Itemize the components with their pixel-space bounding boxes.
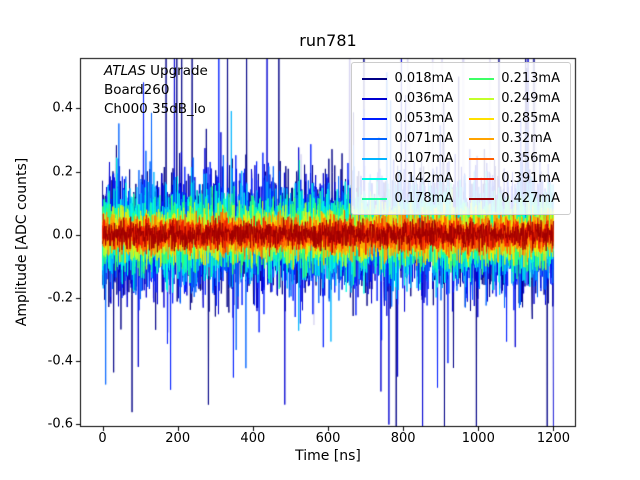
- y-tick-label: 0.0: [52, 227, 73, 243]
- legend-label: 0.071mA: [394, 131, 454, 146]
- legend-item: 0.427mA: [469, 189, 560, 208]
- plot-annotation: ATLAS Upgrade Board260 Ch000 35dB_lo: [104, 62, 208, 119]
- x-tick-label: 0: [98, 431, 107, 446]
- legend-line-swatch: [362, 177, 388, 180]
- experiment-suffix: Upgrade: [145, 63, 208, 79]
- legend-item: 0.071mA: [362, 129, 453, 148]
- x-tick-label: 200: [165, 431, 191, 446]
- y-tick-label: 0.2: [52, 164, 73, 180]
- legend-item: 0.018mA: [362, 69, 453, 88]
- legend-label: 0.356mA: [501, 151, 560, 166]
- legend-line-swatch: [469, 177, 495, 180]
- y-tick-label: 0.4: [52, 100, 73, 116]
- legend-item: 0.053mA: [362, 109, 453, 128]
- legend-label: 0.107mA: [394, 151, 454, 166]
- experiment-name: ATLAS: [104, 63, 146, 79]
- legend-label: 0.036mA: [394, 91, 454, 106]
- legend-label: 0.213mA: [501, 71, 560, 86]
- board-label: Board260: [104, 82, 170, 98]
- x-tick-label: 800: [390, 431, 416, 446]
- legend-line-swatch: [469, 137, 495, 140]
- legend-item: 0.213mA: [469, 69, 560, 88]
- legend-line-swatch: [362, 157, 388, 160]
- legend-item: 0.107mA: [362, 149, 453, 168]
- legend-line-swatch: [362, 77, 388, 80]
- x-tick-label: 1000: [461, 431, 495, 446]
- legend-item: 0.285mA: [469, 109, 560, 128]
- legend-item: 0.32mA: [469, 129, 560, 148]
- x-axis-label: Time [ns]: [295, 448, 361, 464]
- y-tick-label: -0.6: [47, 416, 73, 432]
- legend-label: 0.427mA: [501, 191, 560, 206]
- legend-label: 0.018mA: [394, 71, 454, 86]
- chart-title: run781: [299, 31, 357, 50]
- legend-item: 0.249mA: [469, 89, 560, 108]
- legend-item: 0.178mA: [362, 189, 453, 208]
- legend-item: 0.356mA: [469, 149, 560, 168]
- legend-line-swatch: [469, 197, 495, 200]
- legend: 0.018mA 0.036mA 0.053mA 0.071mA 0.107mA 0.142…: [351, 62, 571, 215]
- y-tick-label: -0.4: [47, 353, 73, 369]
- x-tick-label: 600: [315, 431, 341, 446]
- legend-line-swatch: [469, 77, 495, 80]
- legend-line-swatch: [362, 97, 388, 100]
- legend-label: 0.142mA: [394, 171, 454, 186]
- channel-label: Ch000 35dB_lo: [104, 101, 206, 117]
- legend-line-swatch: [362, 197, 388, 200]
- legend-label: 0.053mA: [394, 111, 454, 126]
- legend-label: 0.391mA: [501, 171, 560, 186]
- legend-label: 0.32mA: [501, 131, 552, 146]
- legend-label: 0.285mA: [501, 111, 560, 126]
- y-axis-label: Amplitude [ADC counts]: [14, 157, 30, 327]
- legend-line-swatch: [469, 97, 495, 100]
- legend-line-swatch: [362, 137, 388, 140]
- legend-item: 0.036mA: [362, 89, 453, 108]
- x-tick-label: 400: [240, 431, 266, 446]
- legend-label: 0.178mA: [394, 191, 454, 206]
- x-tick-label: 1200: [536, 431, 570, 446]
- legend-line-swatch: [469, 157, 495, 160]
- annotation-line-1: ATLAS Upgrade: [104, 62, 208, 81]
- legend-line-swatch: [469, 117, 495, 120]
- legend-line-swatch: [362, 117, 388, 120]
- y-tick-label: -0.2: [47, 290, 73, 306]
- legend-label: 0.249mA: [501, 91, 560, 106]
- legend-item: 0.142mA: [362, 169, 453, 188]
- legend-item: 0.391mA: [469, 169, 560, 188]
